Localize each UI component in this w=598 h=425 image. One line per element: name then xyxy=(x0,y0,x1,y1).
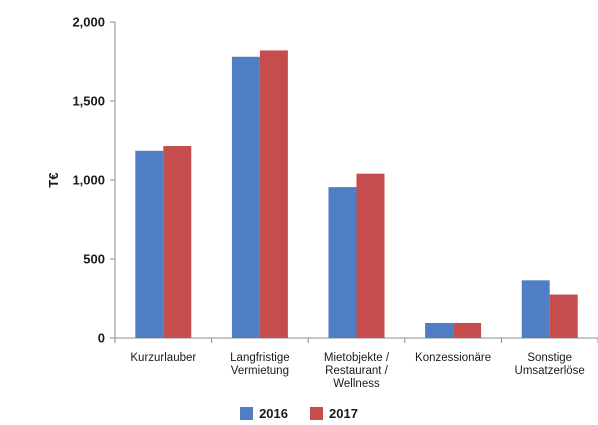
x-tick-label: Sonstige xyxy=(527,352,572,364)
bar-2017-0 xyxy=(163,146,192,338)
bar-2016-1 xyxy=(231,56,260,338)
bar-2017-1 xyxy=(259,50,288,338)
y-tick-label: 2,000 xyxy=(72,15,105,30)
legend-label-2016: 2016 xyxy=(259,406,288,421)
legend: 2016 2017 xyxy=(0,406,598,421)
x-tick-label: Wellness xyxy=(333,378,380,390)
x-tick-label: Langfristige xyxy=(230,352,289,364)
x-tick-label: Kurzurlauber xyxy=(130,352,196,364)
legend-label-2017: 2017 xyxy=(329,406,358,421)
y-tick-label: 1,000 xyxy=(72,173,105,188)
x-tick-label: Restaurant / xyxy=(325,365,388,377)
y-tick-label: 1,500 xyxy=(72,94,105,109)
bar-2016-4 xyxy=(521,280,550,338)
y-tick-label: 500 xyxy=(83,252,105,267)
x-tick-label: Umsatzerlöse xyxy=(515,365,585,377)
bar-2017-4 xyxy=(549,294,578,338)
bar-2016-0 xyxy=(135,150,164,338)
bar-2017-2 xyxy=(356,173,385,338)
x-tick-label: Konzessionäre xyxy=(415,352,491,364)
x-tick-label: Vermietung xyxy=(231,365,289,377)
y-axis-label: T€ xyxy=(46,172,61,187)
legend-swatch-2017 xyxy=(310,407,323,420)
x-tick-label: Mietobjekte / xyxy=(324,352,390,364)
bar-2016-2 xyxy=(328,187,357,338)
legend-swatch-2016 xyxy=(240,407,254,420)
y-tick-label: 0 xyxy=(98,331,105,346)
legend-item-2017: 2017 xyxy=(310,406,358,421)
bar-2017-3 xyxy=(453,322,482,338)
bar-2016-3 xyxy=(425,322,454,338)
legend-item-2016: 2016 xyxy=(240,406,288,421)
